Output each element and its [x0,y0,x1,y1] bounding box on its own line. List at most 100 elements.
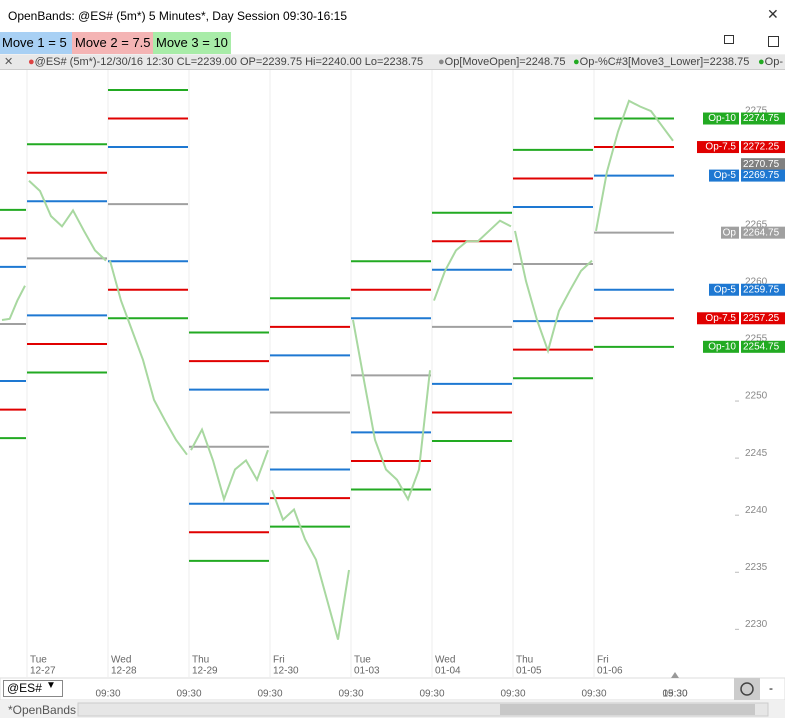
price-tag-bg [741,340,785,353]
date-label: 12-29 [192,666,218,677]
level-tag: Op [723,227,737,238]
y-tick-label: 2260 [745,277,768,288]
price-line [28,179,107,262]
price-line [1,285,26,321]
dropdown-arrow[interactable]: ▼ [46,680,56,691]
price-line [109,260,188,456]
status-text: ●​@ES# (5m*)-12/30/16 12:30 CL=2239.00 O… [28,56,424,68]
time-label: 09:30 [176,689,201,700]
time-label: 09:30 [95,689,120,700]
day-label: Fri [597,655,609,666]
price-line [352,319,431,502]
level-tag: Op-10 [708,341,736,352]
y-tick-label: 2245 [745,448,768,459]
status-item: Op[MoveOpen]=2248.75 [444,56,566,68]
date-label: 12-27 [30,666,56,677]
time-label: 09:30 [662,689,687,700]
legend-item[interactable]: Move 3 = 10 [156,35,228,50]
legend-item[interactable]: Move 1 = 5 [2,35,67,50]
y-tick-label: 2255 [745,334,768,345]
title-bar [0,0,785,32]
level-tag: Op-5 [714,170,737,181]
symbol[interactable]: @ES# [7,681,42,695]
marker [671,672,679,678]
status-close[interactable]: ✕ [4,56,14,68]
price-line [190,427,269,503]
price-tag: 2274.75 [743,113,780,124]
price-line [433,219,512,301]
date-label: 01-06 [597,666,623,677]
tab[interactable]: *OpenBands [8,703,77,717]
y-tick-label: 2240 [745,505,768,516]
y-tick-label: 2265 [745,219,768,230]
y-tick-label: 2235 [745,562,768,573]
price-line [595,99,674,232]
close-button[interactable]: ✕ [767,6,779,22]
status-text: ●Op-%C#3[Move3_Lower]=2238.75 [573,56,750,68]
level-tag-bg [709,169,739,182]
day-label: Thu [192,655,209,666]
price-line [514,230,593,355]
level-tag-bg [709,283,739,296]
legend-item[interactable]: Move 2 = 7.5 [75,35,151,50]
price-tag: 2264.75 [743,227,780,238]
price-tag: 2259.75 [743,284,780,295]
y-tick-label: 2275 [745,105,768,116]
time-label: 09:30 [581,689,606,700]
maximize-button[interactable] [768,36,779,47]
date-label: 01-03 [354,666,380,677]
level-tag: Op-7.5 [705,313,736,324]
status-item: Op- [764,56,783,68]
level-tag: Op-7.5 [705,142,736,153]
price-tag-bg [741,312,785,325]
level-tag-bg [721,226,739,239]
level-tag-bg [703,340,739,353]
price-tag-bg [741,158,785,171]
date-label: 12-28 [111,666,137,677]
day-label: Tue [354,655,371,666]
time-label: 09:30 [419,689,444,700]
level-tag-bg [697,141,739,154]
level-tag-bg [697,312,739,325]
status-item: @ES# (5m*)-12/30/16 12:30 CL=2239.00 OP=… [34,56,424,68]
level-tag-bg [703,112,739,125]
scroll-thumb[interactable] [500,704,755,715]
price-tag: 2254.75 [743,341,780,352]
price-tag: 2269.75 [743,170,780,181]
price-tag: 2270.75 [743,159,780,170]
price-tag-bg [741,283,785,296]
legend-bg [153,32,231,54]
title: OpenBands: @ES# (5m*) 5 Minutes*, Day Se… [8,9,348,23]
price-tag-bg [741,141,785,154]
price-line [271,489,350,640]
time-label: 09:30 [338,689,363,700]
day-label: Thu [516,655,533,666]
reset-icon [740,682,754,696]
day-label: Wed [111,655,131,666]
legend-bg [72,32,153,54]
y-tick-label: 2230 [745,619,768,630]
day-label: Wed [435,655,455,666]
date-label: 01-04 [435,666,461,677]
level-tag: Op-5 [714,284,737,295]
price-tag-bg [741,169,785,182]
price-tag: 2257.25 [743,313,780,324]
time-label: 15:30 [662,689,687,700]
reset-button[interactable] [734,678,760,700]
time-label: 09:30 [257,689,282,700]
price-tag-bg [741,112,785,125]
day-label: Tue [30,655,47,666]
status-bar [0,55,785,70]
y-tick-label: 2250 [745,391,768,402]
price-tag: 2272.25 [743,142,780,153]
date-label: 12-30 [273,666,299,677]
corner-button[interactable]: - [769,681,773,695]
day-label: Fri [273,655,285,666]
symbol-box[interactable] [3,680,63,697]
legend-bg [0,32,72,54]
price-tag-bg [741,226,785,239]
plot-bg [0,70,785,678]
restore-button[interactable] [724,35,734,44]
